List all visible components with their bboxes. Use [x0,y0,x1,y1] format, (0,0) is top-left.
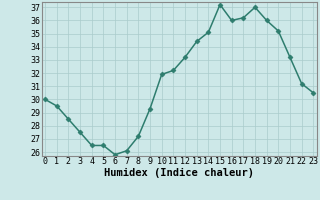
X-axis label: Humidex (Indice chaleur): Humidex (Indice chaleur) [104,168,254,178]
